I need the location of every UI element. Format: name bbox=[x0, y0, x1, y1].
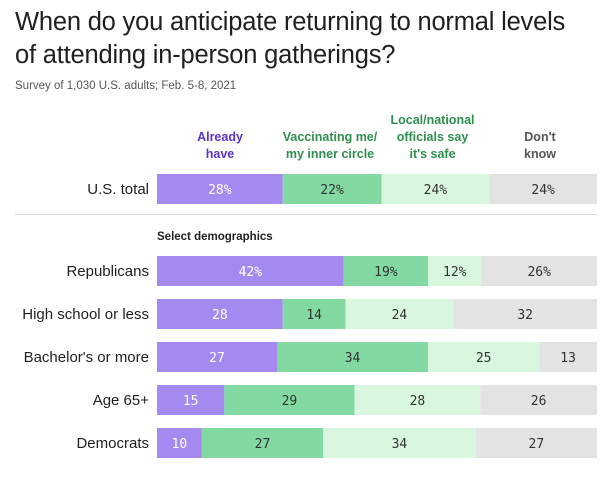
bar-value-label: 32 bbox=[517, 308, 533, 323]
column-header-already-have: Already have bbox=[185, 129, 255, 163]
bar-value-label: 13 bbox=[560, 351, 576, 366]
bar-already-have bbox=[157, 342, 277, 372]
bar-value-label: 15 bbox=[183, 394, 199, 409]
column-header-line: my inner circle bbox=[285, 147, 375, 161]
bar-value-label: 10 bbox=[172, 437, 188, 452]
bar-value-label: 28 bbox=[410, 394, 426, 409]
bar-already-have bbox=[157, 299, 283, 329]
bar-value-label: 29 bbox=[282, 394, 298, 409]
category-label: Bachelor's or more bbox=[24, 349, 149, 366]
bar-vaccinating bbox=[282, 174, 382, 204]
bar-vaccinating bbox=[224, 385, 355, 415]
bar-already-have bbox=[157, 385, 225, 415]
bar-vaccinating bbox=[282, 299, 346, 329]
bar-dont-know bbox=[489, 174, 597, 204]
bar-already-have bbox=[157, 174, 283, 204]
section-label: Select demographics bbox=[157, 231, 273, 243]
bar-officials-safe bbox=[428, 256, 482, 286]
bar-value-label: 24% bbox=[424, 183, 448, 198]
bar-already-have bbox=[157, 256, 344, 286]
category-label: Age 65+ bbox=[93, 392, 150, 409]
bar-value-label: 34 bbox=[345, 351, 361, 366]
bar-value-label: 28% bbox=[208, 183, 232, 198]
column-header-line: Don't bbox=[524, 130, 556, 144]
bar-value-label: 28 bbox=[212, 308, 228, 323]
bar-value-label: 12% bbox=[443, 265, 467, 280]
bar-vaccinating bbox=[201, 428, 324, 458]
column-header-line: have bbox=[205, 147, 235, 161]
bar-value-label: 27 bbox=[255, 437, 271, 452]
bar-value-label: 27 bbox=[529, 437, 545, 452]
bar-value-label: 26% bbox=[527, 265, 551, 280]
chart-subtitle: Survey of 1,030 U.S. adults; Feb. 5-8, 2… bbox=[15, 80, 237, 92]
column-header-line: Local/national bbox=[390, 113, 475, 127]
bar-value-label: 14 bbox=[306, 308, 322, 323]
bar-dont-know bbox=[480, 385, 597, 415]
column-header-line: Already bbox=[197, 130, 243, 144]
bar-value-label: 27 bbox=[209, 351, 225, 366]
bar-vaccinating bbox=[343, 256, 429, 286]
category-label: High school or less bbox=[22, 306, 149, 323]
bar-value-label: 26 bbox=[531, 394, 547, 409]
category-label: Republicans bbox=[66, 263, 149, 280]
bar-value-label: 22% bbox=[320, 183, 344, 198]
bar-officials-safe bbox=[381, 174, 490, 204]
bar-officials-safe bbox=[345, 299, 454, 329]
chart-title: When do you anticipate returning to norm… bbox=[15, 8, 566, 69]
bar-value-label: 34 bbox=[392, 437, 408, 452]
bar-dont-know bbox=[475, 428, 597, 458]
bar-officials-safe bbox=[323, 428, 476, 458]
column-header-line: it's safe bbox=[409, 147, 456, 161]
bar-already-have bbox=[157, 428, 202, 458]
column-header-line: know bbox=[524, 147, 556, 161]
section-divider bbox=[15, 214, 597, 215]
column-header-officials: Local/national officials say it's safe bbox=[380, 112, 485, 163]
column-header-line: Vaccinating me/ bbox=[282, 130, 378, 144]
bar-value-label: 42% bbox=[239, 265, 263, 280]
category-label: Democrats bbox=[76, 435, 149, 452]
bar-officials-safe bbox=[428, 342, 540, 372]
column-header-dont-know: Don't know bbox=[505, 129, 575, 163]
bar-dont-know bbox=[539, 342, 597, 372]
bar-dont-know bbox=[453, 299, 597, 329]
bar-value-label: 24 bbox=[392, 308, 408, 323]
bar-value-label: 19% bbox=[374, 265, 398, 280]
category-label: U.S. total bbox=[87, 181, 149, 198]
bar-dont-know bbox=[481, 256, 597, 286]
bar-vaccinating bbox=[277, 342, 429, 372]
column-header-vaccinating: Vaccinating me/ my inner circle bbox=[278, 129, 382, 163]
bar-value-label: 24% bbox=[531, 183, 555, 198]
bar-officials-safe bbox=[354, 385, 481, 415]
bar-value-label: 25 bbox=[476, 351, 492, 366]
column-header-line: officials say bbox=[396, 130, 469, 144]
